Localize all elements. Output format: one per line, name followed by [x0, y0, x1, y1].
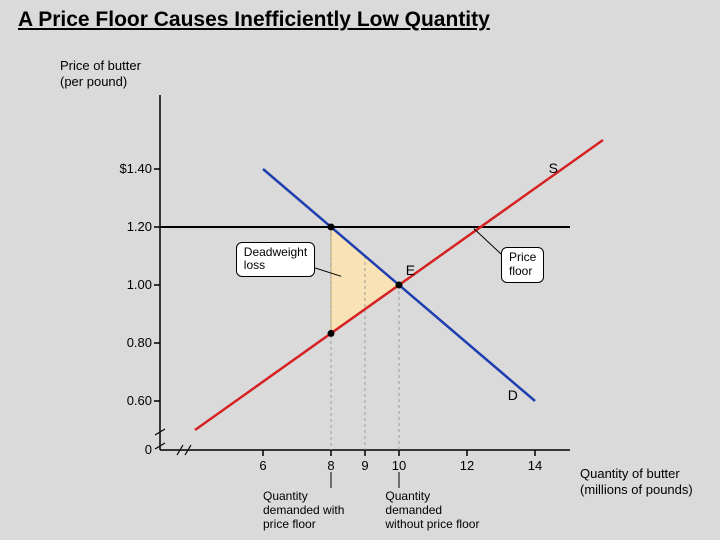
- y-tick-label: 1.20: [102, 219, 152, 234]
- y-tick-label: $1.40: [102, 161, 152, 176]
- supply-label: S: [549, 160, 558, 176]
- y-tick-label: 1.00: [102, 277, 152, 292]
- qty-with-floor-label: Quantity demanded with price floor: [263, 490, 344, 531]
- demand-label: D: [508, 387, 518, 403]
- y-tick-label: 0.80: [102, 335, 152, 350]
- x-tick-label: 8: [316, 458, 346, 473]
- x-tick-label: 12: [452, 458, 482, 473]
- price-floor-callout: Price floor: [501, 247, 544, 283]
- x-tick-label: 10: [384, 458, 414, 473]
- deadweight-loss-callout: Deadweight loss: [236, 242, 315, 278]
- x-tick-label: 9: [350, 458, 380, 473]
- x-tick-label: 14: [520, 458, 550, 473]
- qty-without-floor-label: Quantity demanded without price floor: [385, 490, 479, 531]
- y-tick-label: 0.60: [102, 393, 152, 408]
- x-tick-label: 6: [248, 458, 278, 473]
- y-tick-label: 0: [102, 442, 152, 457]
- equilibrium-label: E: [406, 262, 415, 278]
